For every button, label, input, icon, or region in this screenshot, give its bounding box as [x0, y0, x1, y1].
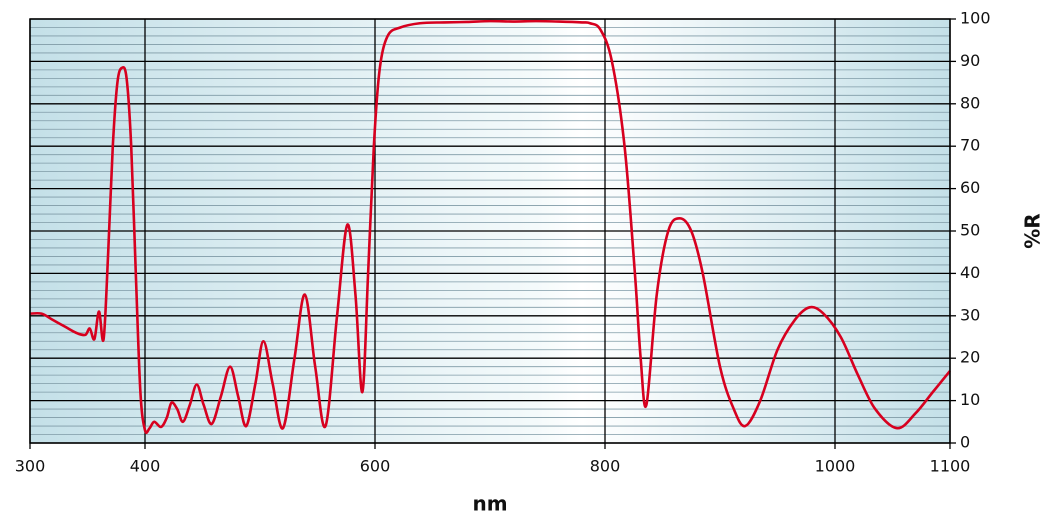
y-tick-label: 100: [960, 9, 991, 28]
y-tick-label: 30: [960, 305, 980, 324]
y-axis-title: %R: [1021, 213, 1045, 248]
x-tick-label: 400: [130, 457, 161, 476]
x-tick-label: 1000: [815, 457, 856, 476]
lines: [29, 19, 952, 434]
y-tick-label: 40: [960, 263, 980, 282]
x-tick-label: 800: [590, 457, 621, 476]
y-tick-label: 70: [960, 136, 980, 155]
y-tick-label: 0: [960, 433, 970, 452]
x-tick-label: 300: [15, 457, 46, 476]
y-tick-label: 50: [960, 221, 980, 240]
y-tick-label: 60: [960, 178, 980, 197]
data-line: [29, 19, 952, 434]
x-axis-title: nm: [472, 492, 507, 516]
y-tick-label: 10: [960, 390, 980, 409]
y-tick-label: 20: [960, 348, 980, 367]
y-tick-label: 90: [960, 51, 980, 70]
y-tick-label: 80: [960, 93, 980, 112]
x-tick-label: 600: [360, 457, 391, 476]
x-tick-label: 1100: [930, 457, 971, 476]
